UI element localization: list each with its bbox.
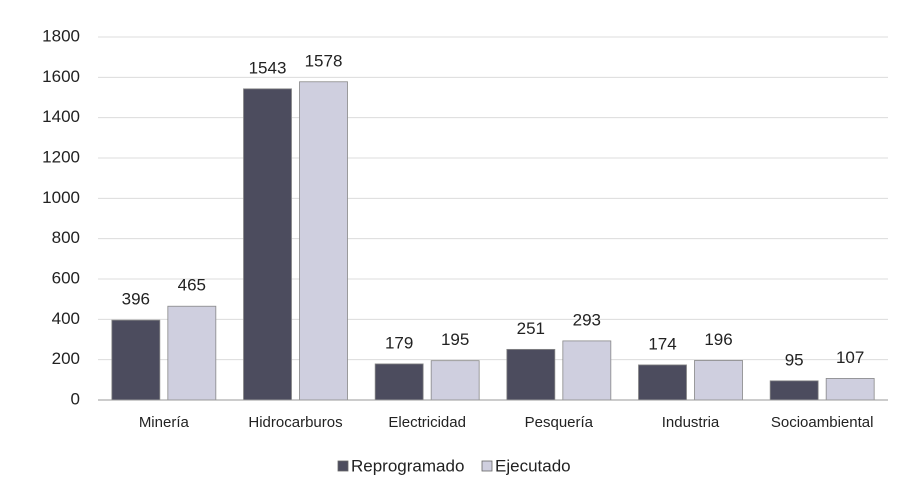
data-label: 465 xyxy=(178,276,206,295)
data-label: 1543 xyxy=(249,58,287,77)
y-tick-label: 1000 xyxy=(42,188,80,207)
y-tick-label: 1600 xyxy=(42,67,80,86)
data-label: 1578 xyxy=(305,51,343,70)
legend-swatch xyxy=(337,460,349,472)
bar xyxy=(506,348,556,401)
y-tick-label: 0 xyxy=(71,389,80,408)
bar xyxy=(825,378,875,401)
bar xyxy=(694,360,743,401)
data-label: 196 xyxy=(704,330,732,349)
data-label: 179 xyxy=(385,333,413,352)
bar xyxy=(111,319,161,401)
x-tick-label: Socioambiental xyxy=(771,414,874,431)
data-label: 195 xyxy=(441,330,469,349)
x-tick-label: Industria xyxy=(662,414,720,431)
bar xyxy=(769,380,819,401)
x-tick-label: Electricidad xyxy=(388,414,466,431)
bar xyxy=(374,363,424,401)
data-label: 174 xyxy=(648,334,676,353)
bar xyxy=(243,88,292,401)
x-tick-label: Pesquería xyxy=(525,414,594,431)
data-label: 251 xyxy=(517,319,545,338)
data-label: 95 xyxy=(785,350,804,369)
x-tick-label: Hidrocarburos xyxy=(248,414,342,431)
y-tick-label: 1800 xyxy=(42,26,80,45)
bar xyxy=(167,305,217,401)
y-tick-label: 1200 xyxy=(42,147,80,166)
bar xyxy=(299,81,348,401)
data-label: 107 xyxy=(836,348,864,367)
y-tick-label: 400 xyxy=(52,309,80,328)
y-tick-label: 600 xyxy=(52,268,80,287)
bar xyxy=(430,360,480,401)
data-label: 396 xyxy=(122,290,150,309)
bar xyxy=(638,364,687,401)
legend-label: Ejecutado xyxy=(495,456,571,475)
y-tick-label: 200 xyxy=(52,349,80,368)
x-tick-label: Minería xyxy=(139,414,190,431)
data-label: 293 xyxy=(573,310,601,329)
legend-label: Reprogramado xyxy=(351,456,464,475)
y-tick-label: 1400 xyxy=(42,107,80,126)
legend-swatch xyxy=(481,460,493,472)
bar xyxy=(562,340,612,401)
y-tick-label: 800 xyxy=(52,228,80,247)
